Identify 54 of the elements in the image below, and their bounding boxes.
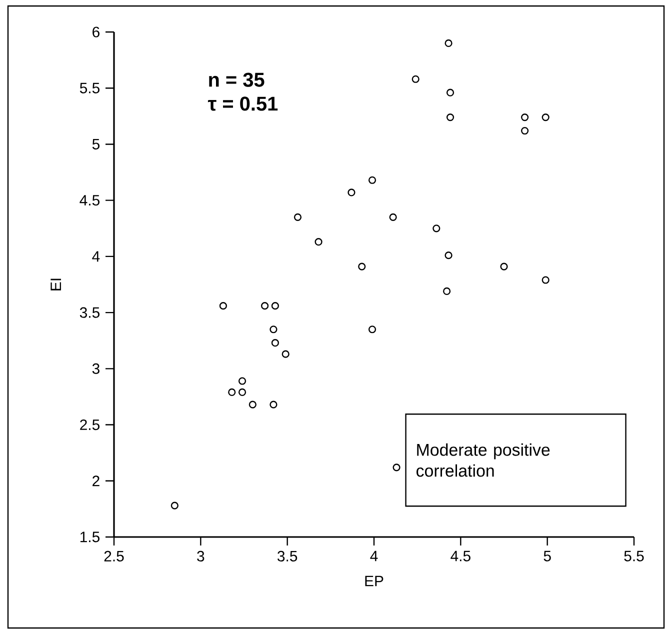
y-tick-label: 5 <box>92 139 100 150</box>
point <box>282 350 290 358</box>
point <box>389 213 397 221</box>
y-tick-label: 2.5 <box>80 419 100 430</box>
y-axis-title: EI <box>50 278 61 290</box>
point <box>248 400 256 408</box>
x-tick-label: 4.5 <box>450 550 470 562</box>
point <box>170 502 178 510</box>
x-tick-label: 2.5 <box>104 550 124 562</box>
y-tick-label: 4 <box>92 251 100 262</box>
point <box>271 302 279 310</box>
point <box>270 326 278 334</box>
point <box>368 176 376 184</box>
x-tick-label: 3 <box>197 550 204 562</box>
point <box>358 262 366 270</box>
point <box>500 262 508 270</box>
point <box>228 388 236 396</box>
point <box>446 88 454 96</box>
y-tick-label: 4.5 <box>80 195 100 206</box>
point <box>444 252 452 260</box>
x-tick-label: 5 <box>544 550 551 562</box>
x-axis-title: EP <box>365 576 384 586</box>
point <box>238 377 246 385</box>
point <box>521 126 529 135</box>
point <box>238 388 246 396</box>
point <box>412 75 420 83</box>
point <box>432 224 440 232</box>
y-tick-label: 6 <box>92 26 100 38</box>
point <box>219 302 227 310</box>
point <box>368 326 376 334</box>
y-tick-label: 1.5 <box>80 532 100 542</box>
point <box>444 39 452 48</box>
point <box>392 464 400 472</box>
x-tick-label: 5.5 <box>624 550 644 562</box>
y-tick-label: 3 <box>92 363 100 374</box>
annotation: n = 35 <box>209 72 264 87</box>
point <box>271 339 279 347</box>
point <box>314 238 322 246</box>
y-tick-label: 2 <box>92 476 100 486</box>
point <box>443 287 451 296</box>
annotation: τ = 0.51 <box>208 96 278 111</box>
point <box>294 213 302 221</box>
annotation: Moderate positive correlation <box>416 443 550 477</box>
point <box>348 188 356 196</box>
point <box>521 113 529 122</box>
x-tick-label: 3.5 <box>278 550 298 562</box>
point <box>261 302 269 310</box>
y-tick-label: 3.5 <box>80 307 100 318</box>
y-tick-label: 5.5 <box>80 82 100 94</box>
point <box>542 276 550 284</box>
point <box>446 113 454 122</box>
point <box>542 113 550 122</box>
point <box>270 400 278 408</box>
x-tick-label: 4 <box>370 550 378 562</box>
